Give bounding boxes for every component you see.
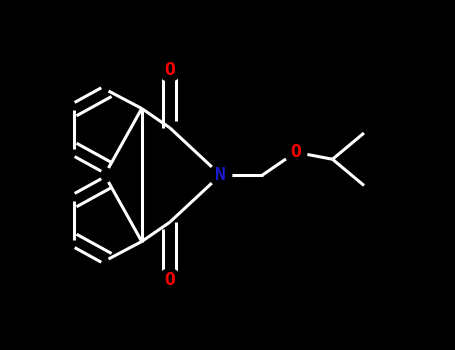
- Circle shape: [158, 269, 181, 291]
- Text: O: O: [164, 61, 175, 79]
- Circle shape: [209, 164, 232, 186]
- Circle shape: [158, 59, 181, 81]
- Circle shape: [284, 141, 307, 163]
- Text: O: O: [164, 271, 175, 289]
- Text: O: O: [290, 143, 301, 161]
- Text: N: N: [215, 166, 226, 184]
